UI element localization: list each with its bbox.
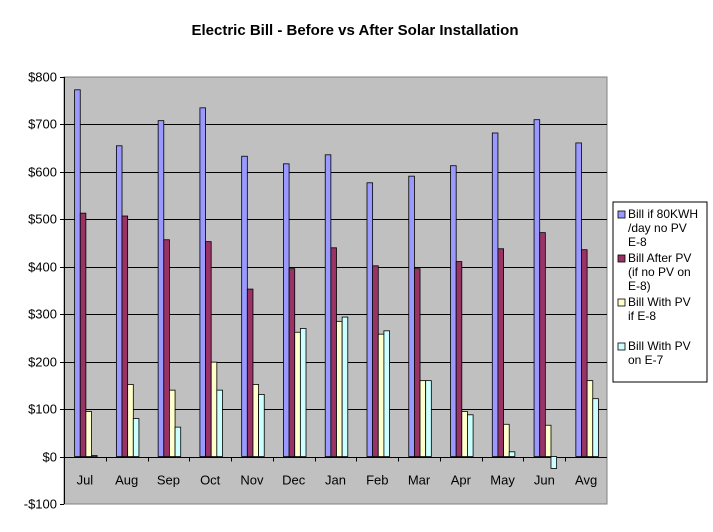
bar — [592, 398, 599, 457]
bar — [336, 320, 343, 457]
bar — [408, 175, 415, 457]
bar — [127, 384, 134, 457]
x-tick-label: Aug — [115, 473, 138, 488]
x-tick-label: Oct — [200, 473, 221, 488]
y-tick-label: $300 — [28, 307, 57, 322]
legend-label: Bill After PV (if no PV on E-8) — [628, 251, 691, 293]
legend-label: Bill if 80KWH/day no PV E-8 — [628, 207, 698, 249]
bar — [575, 142, 582, 457]
legend-label: Bill With PV on E-7 — [628, 339, 691, 367]
bar — [366, 182, 374, 457]
bar — [294, 331, 301, 457]
plot-area: -$100 $0 $100 $200 $300 $400 $500 $600 $700 $800 J… — [24, 70, 608, 512]
bar — [132, 418, 140, 457]
y-tick-label: $800 — [28, 70, 57, 85]
y-tick-label: $600 — [28, 165, 57, 180]
bar — [544, 424, 552, 457]
bar — [283, 163, 290, 457]
bar — [586, 380, 594, 457]
legend-swatch — [617, 342, 626, 351]
bar — [461, 411, 468, 457]
x-tick-label: Avg — [575, 473, 597, 488]
x-tick-label: Jul — [77, 473, 94, 488]
legend-swatch — [617, 254, 626, 263]
bar — [330, 247, 337, 457]
x-tick-label: Jan — [325, 473, 346, 488]
y-tick-label: $400 — [28, 260, 57, 275]
x-tick-label: Nov — [240, 473, 264, 488]
legend-label: Bill With PV if E-8 — [628, 295, 691, 323]
bar — [425, 380, 432, 457]
x-tick-label: Feb — [366, 473, 388, 488]
bar — [377, 333, 385, 457]
bar — [74, 89, 81, 457]
bar — [205, 241, 212, 457]
bar — [288, 268, 296, 457]
bar — [324, 154, 332, 457]
bar — [383, 330, 390, 457]
bar — [455, 261, 463, 457]
bar — [157, 120, 165, 457]
bar — [550, 456, 558, 469]
x-tick-label: Apr — [451, 473, 472, 488]
bar — [508, 451, 516, 457]
legend-box — [612, 201, 708, 383]
y-tick-label: $100 — [28, 402, 57, 417]
bar — [216, 389, 223, 457]
x-tick-label: Jun — [534, 473, 555, 488]
bar — [419, 380, 427, 457]
y-tick-label: $200 — [28, 355, 57, 370]
bar — [174, 426, 182, 457]
bar — [241, 155, 248, 457]
y-tick-label: -$100 — [24, 497, 57, 512]
bar — [503, 423, 510, 457]
bar — [581, 249, 588, 457]
bar — [467, 414, 474, 457]
bar — [413, 268, 421, 457]
x-tick-label: Sep — [157, 473, 180, 488]
bar — [246, 288, 254, 457]
bar — [539, 232, 546, 457]
y-tick-label: $700 — [28, 117, 57, 132]
bar — [169, 389, 176, 457]
bar — [121, 215, 129, 457]
x-tick-label: May — [490, 473, 515, 488]
bar — [199, 107, 206, 457]
legend-swatch — [617, 210, 626, 219]
bar — [115, 145, 123, 457]
bar — [91, 455, 98, 457]
bar — [372, 265, 379, 457]
bar — [163, 239, 170, 457]
y-tick-label: $500 — [28, 212, 57, 227]
bar — [79, 212, 87, 457]
bar — [299, 328, 307, 457]
chart-title: Electric Bill - Before vs After Solar In… — [191, 22, 518, 39]
x-tick-label: Dec — [282, 473, 306, 488]
y-tick-label: $0 — [43, 450, 57, 465]
x-tick-label: Mar — [408, 473, 431, 488]
bar — [258, 394, 265, 457]
bar — [341, 316, 349, 457]
legend-swatch — [617, 298, 626, 307]
bar — [491, 132, 499, 457]
bar — [252, 384, 260, 457]
bar — [533, 119, 541, 457]
bar — [497, 248, 504, 457]
bar — [210, 361, 218, 457]
bar — [85, 411, 92, 457]
bar — [450, 165, 457, 457]
